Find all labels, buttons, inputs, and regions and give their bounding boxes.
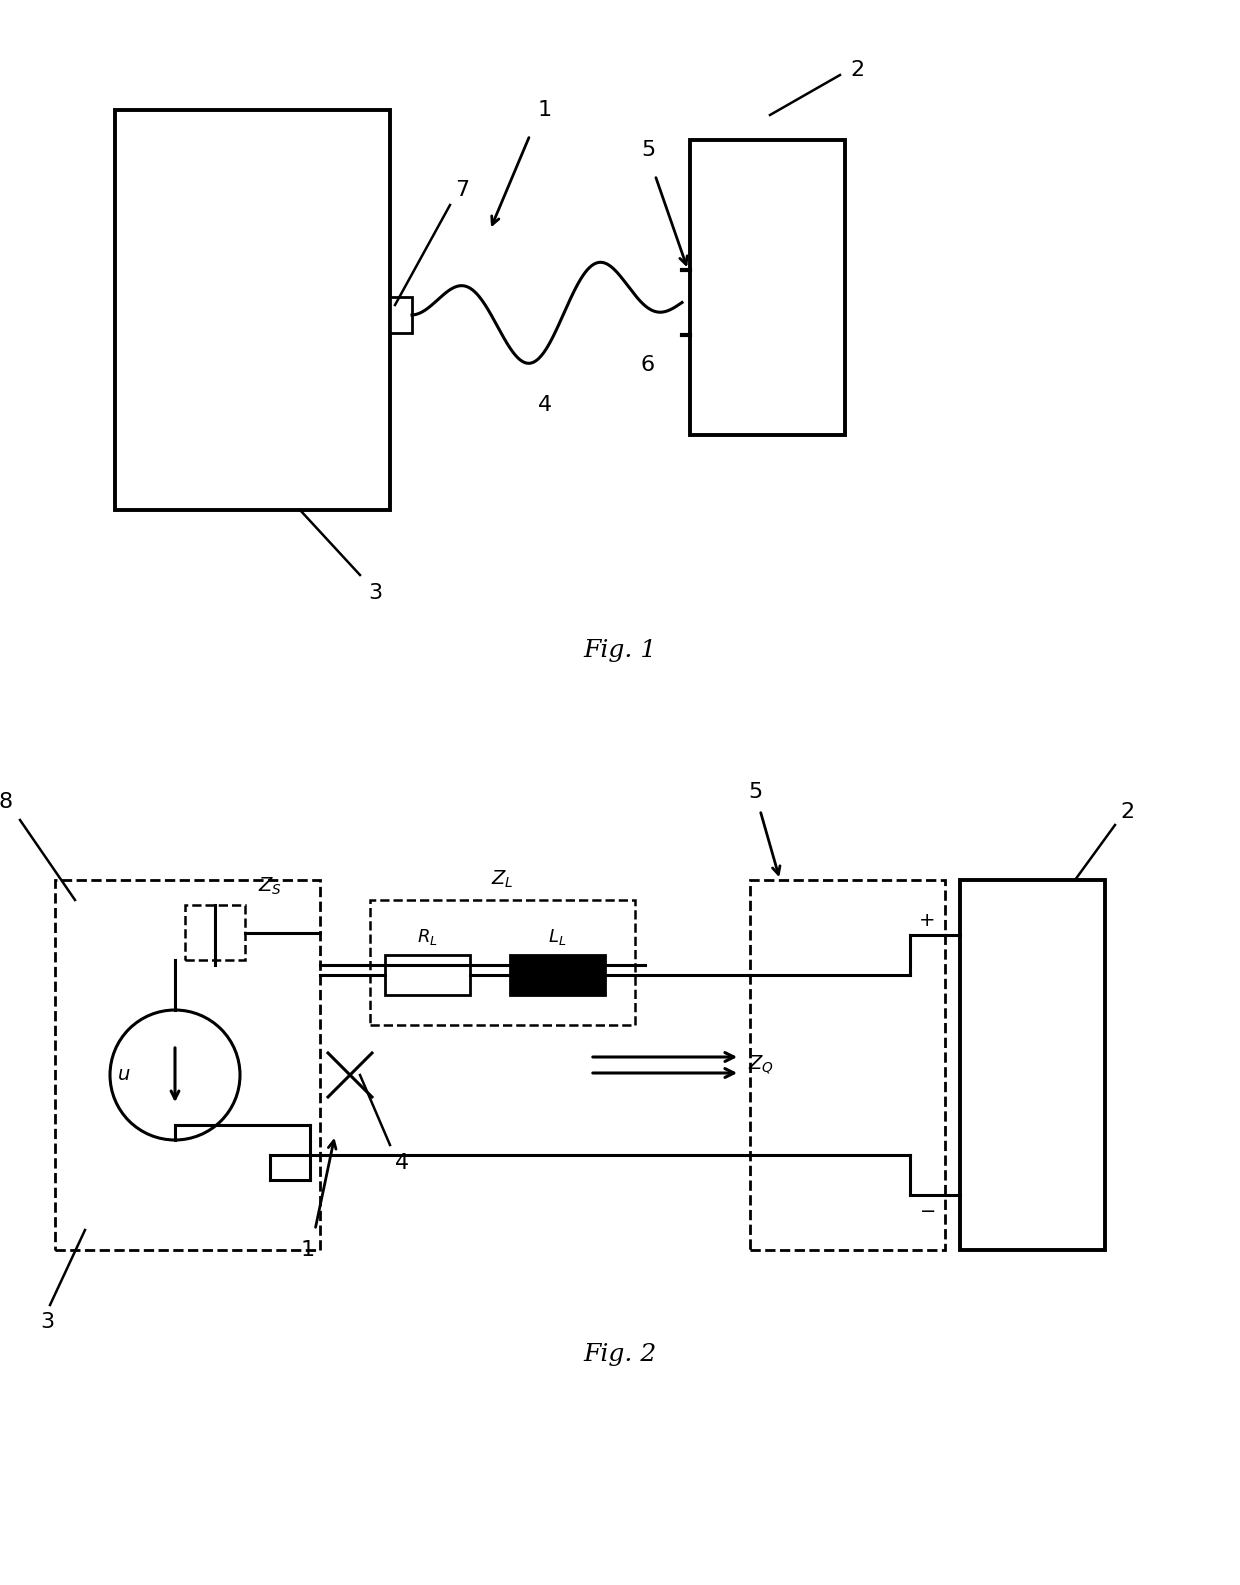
- Text: $u$: $u$: [117, 1065, 130, 1084]
- Text: 3: 3: [368, 583, 382, 602]
- Bar: [384, 956, 470, 995]
- Text: Fig. 2: Fig. 2: [583, 1344, 657, 1366]
- Text: $Z_S$: $Z_S$: [258, 875, 281, 897]
- Bar: [510, 956, 605, 995]
- Bar: [750, 880, 945, 1251]
- Bar: [55, 880, 320, 1251]
- Text: $R_L$: $R_L$: [417, 927, 438, 946]
- Text: $Z_L$: $Z_L$: [491, 869, 513, 891]
- Text: 5: 5: [641, 139, 655, 160]
- Text: $-$: $-$: [919, 1200, 935, 1219]
- Text: 2: 2: [1120, 802, 1135, 823]
- Text: 5: 5: [748, 781, 763, 802]
- Text: 4: 4: [538, 395, 552, 415]
- Text: 2: 2: [849, 60, 864, 79]
- Text: 1: 1: [301, 1239, 315, 1260]
- Bar: [689, 139, 844, 434]
- Text: 6: 6: [641, 355, 655, 376]
- Bar: [185, 905, 246, 961]
- Bar: [115, 109, 391, 510]
- Text: 7: 7: [455, 181, 469, 200]
- Text: $Z_Q$: $Z_Q$: [748, 1054, 774, 1076]
- Bar: [391, 296, 412, 333]
- Bar: [370, 900, 635, 1025]
- Text: +: +: [919, 910, 935, 929]
- Text: $L_L$: $L_L$: [548, 927, 567, 946]
- Text: 3: 3: [40, 1312, 55, 1331]
- Text: 8: 8: [0, 792, 12, 812]
- Text: 4: 4: [396, 1152, 409, 1173]
- Text: 1: 1: [538, 100, 552, 120]
- Text: Fig. 1: Fig. 1: [583, 639, 657, 661]
- Bar: [960, 880, 1105, 1251]
